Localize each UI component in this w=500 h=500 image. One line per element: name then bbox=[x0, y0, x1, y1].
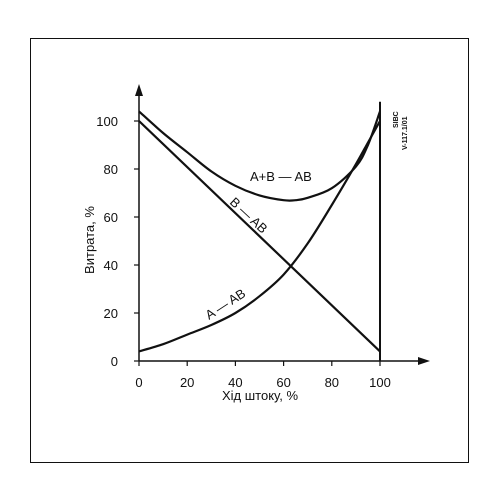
series-group bbox=[138, 101, 382, 361]
y-tick-label: 40 bbox=[104, 258, 118, 273]
y-tick-label: 100 bbox=[96, 114, 118, 129]
x-axis-arrow bbox=[418, 357, 430, 365]
y-axis-arrow bbox=[135, 84, 143, 96]
series-a-ab bbox=[138, 120, 381, 353]
axes bbox=[135, 84, 430, 365]
x-axis-label: Хід штоку, % bbox=[222, 388, 298, 403]
y-axis-label: Витрата, % bbox=[82, 206, 97, 274]
y-tick-label: 0 bbox=[111, 354, 118, 369]
y-tick-label: 20 bbox=[104, 306, 118, 321]
x-tick-label: 60 bbox=[276, 375, 290, 390]
series-label-a-b-ab: A+B — AB bbox=[250, 169, 312, 184]
series-label-a-ab: A — AB bbox=[202, 286, 248, 323]
x-tick-label: 40 bbox=[228, 375, 242, 390]
ticks: 0 20 40 60 80 100 0 20 40 60 80 100 bbox=[96, 114, 391, 390]
x-tick-label: 20 bbox=[180, 375, 194, 390]
y-tick-label: 60 bbox=[104, 210, 118, 225]
y-tick-label: 80 bbox=[104, 162, 118, 177]
series-b-ab bbox=[138, 120, 381, 353]
chart-frame bbox=[30, 38, 469, 463]
code-label-line1: SIBC bbox=[393, 111, 400, 128]
x-tick-label: 100 bbox=[369, 375, 391, 390]
series-a-plus-b-ab bbox=[138, 110, 382, 202]
x-tick-label: 0 bbox=[135, 375, 142, 390]
series-label-b-ab: B — AB bbox=[227, 194, 271, 236]
code-label-line2: V-117.1/01 bbox=[402, 116, 409, 150]
x-tick-label: 80 bbox=[325, 375, 339, 390]
